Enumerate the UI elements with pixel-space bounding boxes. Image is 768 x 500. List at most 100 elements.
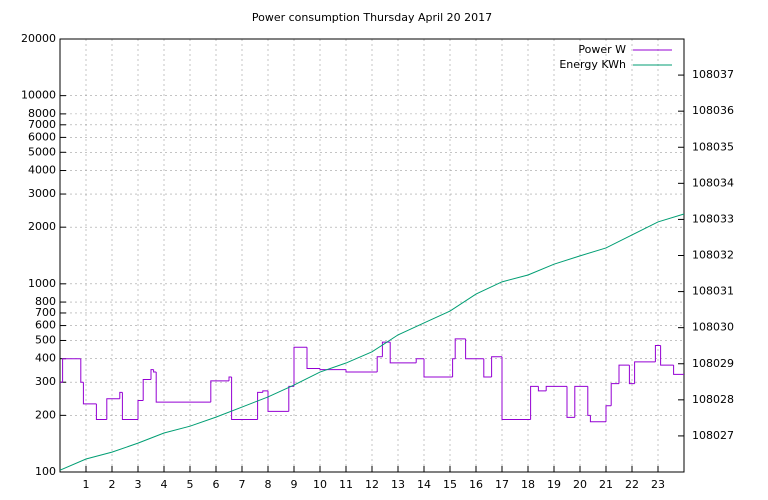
power-step (530, 385, 539, 420)
power-step (80, 358, 84, 383)
power-step (155, 371, 211, 403)
y2-tick-label: 108036 (692, 104, 734, 117)
x-tick-label: 12 (365, 478, 379, 491)
x-tick-label: 8 (265, 478, 272, 491)
power-step (465, 338, 484, 360)
x-tick-label: 5 (187, 478, 194, 491)
power-step (605, 405, 612, 422)
y-tick-label: 8000 (28, 107, 56, 120)
plot-frame (59, 38, 685, 473)
power-step (587, 386, 591, 416)
power-step (452, 358, 456, 377)
x-tick-label: 9 (291, 478, 298, 491)
x-tick-label: 16 (469, 478, 483, 491)
power-step (82, 382, 97, 405)
y2-tick-label: 108030 (692, 321, 734, 334)
power-step (153, 369, 157, 373)
y-tick-label: 300 (35, 375, 56, 388)
y-tick-label: 400 (35, 352, 56, 365)
power-step (106, 398, 120, 420)
x-tick-label: 10 (313, 478, 327, 491)
y2-tick-label: 108029 (692, 357, 734, 370)
x-tick-label: 19 (547, 478, 561, 491)
x-tick-label: 11 (339, 478, 353, 491)
power-step (454, 338, 466, 359)
power-step (423, 358, 453, 378)
y2-tick-label: 108031 (692, 285, 734, 298)
power-step (483, 358, 492, 378)
power-step (319, 368, 346, 371)
y-tick-label: 700 (35, 306, 56, 319)
power-step (95, 403, 107, 421)
y2-tick-label: 108032 (692, 249, 734, 262)
power-step (288, 385, 294, 412)
power-step (673, 365, 684, 375)
x-tick-label: 14 (417, 478, 431, 491)
y-tick-label: 100 (35, 465, 56, 478)
y2-tick-label: 108035 (692, 140, 734, 153)
x-tick-label: 7 (239, 478, 246, 491)
x-tick-label: 4 (161, 478, 168, 491)
power-step (389, 342, 417, 364)
power-step (660, 345, 674, 366)
power-step (634, 361, 656, 384)
y2-tick-label: 108037 (692, 68, 734, 81)
x-tick-label: 6 (213, 478, 220, 491)
x-tick-label: 20 (573, 478, 587, 491)
y-tick-label: 20000 (21, 32, 56, 45)
chart-title: Power consumption Thursday April 20 2017 (252, 11, 492, 24)
power-step (345, 369, 378, 373)
power-step (257, 391, 263, 420)
power-step (501, 356, 531, 421)
x-tick-label: 21 (599, 478, 613, 491)
y-tick-label: 1000 (28, 277, 56, 290)
power-step (537, 386, 547, 392)
power-step (62, 358, 81, 383)
power-step (566, 386, 575, 418)
power-step (267, 390, 289, 412)
power-step (610, 383, 619, 406)
y-tick-label: 800 (35, 295, 56, 308)
x-tick-label: 3 (135, 478, 142, 491)
power-step (628, 365, 635, 385)
power-step (574, 385, 588, 418)
y-tick-label: 2000 (28, 220, 56, 233)
power-step (589, 415, 606, 423)
y2-tick-label: 108033 (692, 212, 734, 225)
power-step (231, 376, 258, 421)
power-step (618, 364, 630, 384)
y-tick-label: 6000 (28, 130, 56, 143)
power-step (142, 379, 151, 401)
power-step (545, 385, 567, 391)
x-tick-label: 2 (109, 478, 116, 491)
power-step (415, 358, 424, 363)
y-tick-label: 3000 (28, 187, 56, 200)
power-step (293, 346, 307, 387)
y-tick-label: 4000 (28, 164, 56, 177)
x-tick-label: 22 (625, 478, 639, 491)
legend-label: Energy KWh (559, 58, 626, 71)
energy-line (59, 213, 685, 471)
x-tick-label: 18 (521, 478, 535, 491)
y2-tick-label: 108028 (692, 393, 734, 406)
x-tick-label: 17 (495, 478, 509, 491)
x-tick-label: 13 (391, 478, 405, 491)
legend-label: Power W (578, 43, 626, 56)
power-step (262, 390, 268, 393)
power-step (121, 392, 138, 421)
x-tick-label: 23 (651, 478, 665, 491)
power-step (228, 376, 232, 381)
power-step (376, 356, 383, 372)
power-step (210, 380, 229, 403)
y-tick-label: 7000 (28, 118, 56, 131)
y-tick-label: 5000 (28, 145, 56, 158)
y-tick-label: 500 (35, 333, 56, 346)
power-step (491, 356, 502, 377)
y2-tick-label: 108034 (692, 176, 734, 189)
power-step (150, 369, 154, 380)
x-tick-label: 15 (443, 478, 457, 491)
y-tick-label: 200 (35, 408, 56, 421)
power-step (306, 347, 320, 369)
y2-tick-label: 108027 (692, 429, 734, 442)
